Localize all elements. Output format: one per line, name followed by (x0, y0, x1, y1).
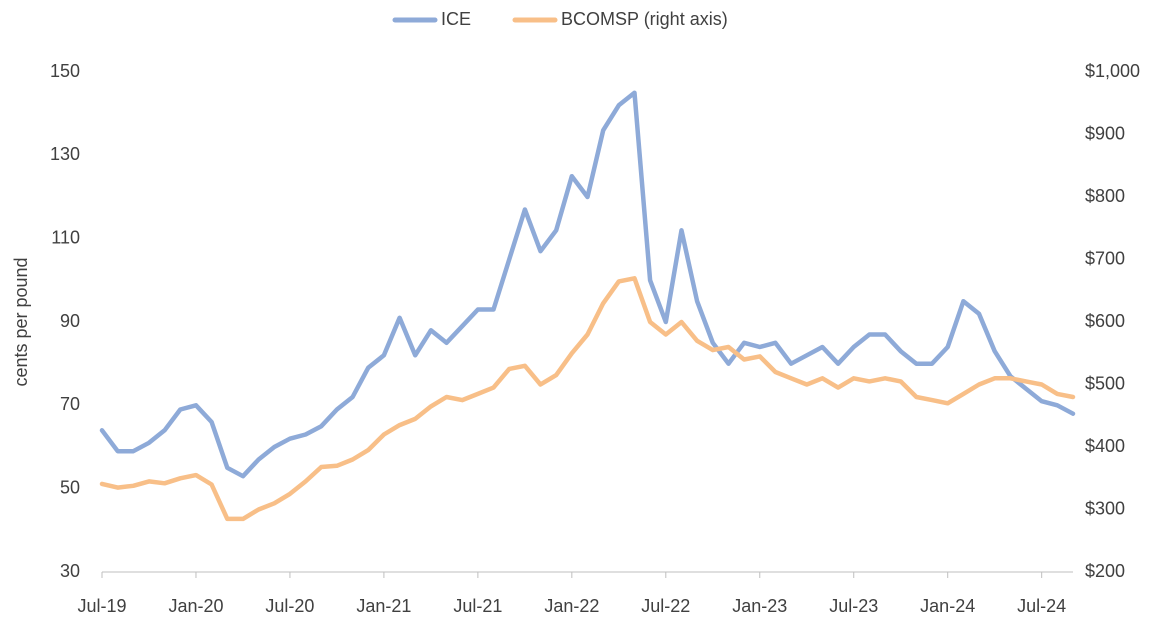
y2-tick-label: $900 (1085, 123, 1125, 143)
x-tick-label: Jul-22 (641, 596, 690, 616)
x-tick-label: Jan-24 (920, 596, 975, 616)
y2-tick-label: $700 (1085, 248, 1125, 268)
x-tick-label: Jan-22 (544, 596, 599, 616)
x-tick-label: Jan-23 (732, 596, 787, 616)
y-tick-label: 130 (50, 144, 80, 164)
x-tick-label: Jul-24 (1017, 596, 1066, 616)
y2-tick-label: $400 (1085, 436, 1125, 456)
x-tick-label: Jul-20 (265, 596, 314, 616)
y-tick-label: 110 (51, 227, 80, 247)
y-tick-label: 150 (50, 61, 80, 81)
y2-tick-label: $200 (1085, 561, 1125, 581)
y-tick-label: 90 (60, 311, 80, 331)
x-tick-label: Jan-21 (356, 596, 411, 616)
x-tick-label: Jul-21 (453, 596, 502, 616)
legend-label: ICE (441, 9, 471, 29)
y2-tick-label: $1,000 (1085, 61, 1140, 81)
y2-tick-label: $300 (1085, 498, 1125, 518)
series-line (99, 276, 1076, 522)
series-line (99, 90, 1076, 479)
y-axis-title: cents per pound (11, 257, 31, 386)
y-tick-label: 70 (60, 394, 80, 414)
y2-tick-label: $800 (1085, 186, 1125, 206)
x-tick-label: Jul-23 (829, 596, 878, 616)
y2-tick-label: $600 (1085, 311, 1125, 331)
x-tick-label: Jul-19 (77, 596, 126, 616)
y2-tick-label: $500 (1085, 373, 1125, 393)
y-tick-label: 50 (60, 477, 80, 497)
y-tick-label: 30 (60, 561, 80, 581)
legend-label: BCOMSP (right axis) (561, 9, 728, 29)
x-tick-label: Jan-20 (168, 596, 223, 616)
